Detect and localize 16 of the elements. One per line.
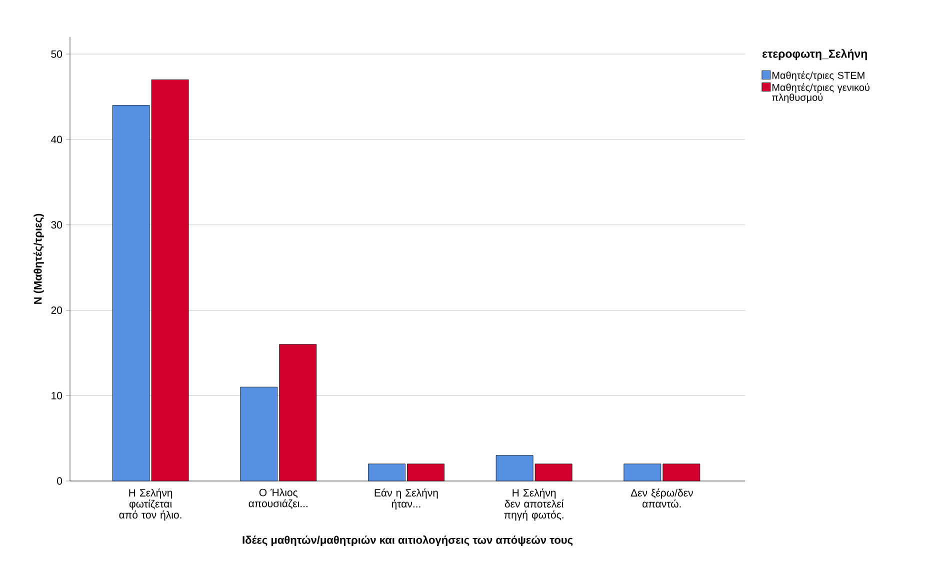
- x-tick-label: Δεν ξέρω/δεν απαντώ.: [630, 488, 693, 508]
- y-tick-label: 50: [51, 50, 62, 58]
- x-axis-title: Ιδέες μαθητών/μαθητριών και αιτιολογήσεις των απόψεών τους: [242, 535, 573, 546]
- y-tick-label: 10: [52, 392, 62, 400]
- y-tick-label: 30: [51, 221, 62, 229]
- x-tick-label: Η Σελήνη φωτίζεται από τον ήλιο.: [119, 488, 182, 521]
- x-tick-label: Εάν η Σελήνη ήταν...: [374, 488, 438, 510]
- y-tick-label: 40: [51, 136, 62, 144]
- legend-label: Μαθητές/τριες γενικού πληθυσμού: [772, 83, 870, 103]
- legend-title: ετεροφωτη_Σελήνη: [762, 49, 867, 60]
- y-tick-label: 0: [57, 477, 62, 485]
- y-tick-label: 20: [51, 306, 62, 314]
- x-tick-label: Ο Ήλιος απουσιάζει...: [248, 488, 308, 509]
- legend-label: Μαθητές/τριες STEM: [772, 71, 864, 81]
- x-tick-label: Η Σελήνη δεν αποτελεί πηγή φωτός.: [504, 488, 564, 521]
- y-axis-title: N (Μαθητές/τριες): [34, 214, 44, 304]
